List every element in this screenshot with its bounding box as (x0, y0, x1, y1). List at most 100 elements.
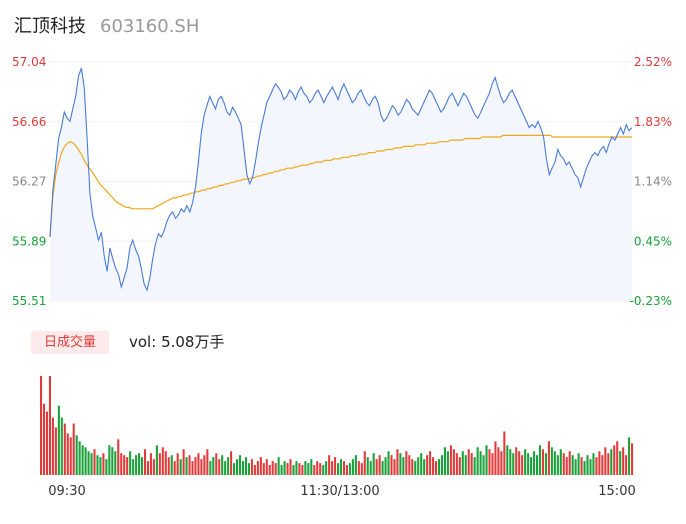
volume-bar (378, 455, 381, 475)
volume-bar (325, 461, 328, 475)
volume-bar (319, 463, 322, 475)
volume-bar (559, 449, 562, 475)
volume-bar (342, 461, 346, 475)
volume-bar (393, 459, 396, 475)
volume-bar (515, 447, 518, 475)
volume-bar (396, 449, 399, 475)
volume-bar (482, 455, 485, 475)
volume-bar (533, 451, 536, 475)
volume-bar (631, 443, 634, 475)
volume-bar (331, 461, 334, 475)
volume-bar (369, 461, 372, 475)
volume-bar (390, 455, 393, 475)
price-area-fill (50, 68, 632, 301)
volume-bar (66, 433, 69, 475)
volume-bar (360, 463, 363, 475)
volume-bar (322, 465, 325, 475)
volume-bar (616, 441, 619, 475)
volume-bar (69, 437, 72, 475)
volume-bar (114, 451, 117, 475)
volume-bar (170, 455, 173, 475)
price-line (49, 68, 633, 292)
percent-label: 0.45% (634, 234, 672, 248)
volume-bars (40, 376, 634, 475)
volume-bar (57, 405, 60, 475)
volume-bar (334, 457, 337, 475)
volume-bar (565, 457, 568, 475)
volume-bar (307, 463, 310, 475)
volume-bar (236, 459, 239, 475)
stock-name: 汇顶科技 (14, 16, 86, 37)
volume-bar (500, 451, 503, 475)
volume-bar (268, 465, 271, 475)
volume-bar (491, 453, 494, 475)
stock-header: 汇顶科技 603160.SH (14, 12, 199, 40)
percent-axis-labels: 2.52% 1.83% 1.14% 0.45% -0.23% (630, 55, 672, 308)
volume-bar (610, 449, 613, 475)
volume-bar (479, 451, 482, 475)
volume-bar (298, 463, 301, 475)
volume-bar (521, 455, 524, 475)
volume-bar (461, 451, 464, 475)
time-label: 09:30 (48, 484, 85, 499)
volume-bar (423, 459, 426, 475)
volume-bar (363, 451, 366, 475)
volume-bar (96, 455, 99, 475)
volume-bar (289, 459, 292, 475)
time-label: 11:30/13:00 (300, 484, 379, 499)
volume-bar (117, 439, 120, 475)
volume-bar (54, 427, 57, 475)
volume-bar (304, 461, 307, 475)
price-axis-labels: 57.04 56.66 56.27 55.89 55.51 (12, 55, 46, 308)
volume-bar (470, 453, 473, 475)
volume-bar (244, 457, 248, 475)
volume-bar (455, 453, 458, 475)
volume-bar (259, 457, 262, 475)
volume-bar (437, 459, 441, 475)
volume-bar (271, 461, 274, 475)
volume-bar (464, 455, 467, 475)
volume-bar (598, 451, 601, 475)
volume-bar (595, 457, 598, 475)
volume-bar (446, 451, 449, 475)
volume-bar (152, 459, 155, 475)
volume-bar (518, 451, 521, 475)
volume-bar (212, 457, 215, 475)
volume-bar (265, 459, 268, 475)
volume-bar (87, 451, 90, 475)
volume-bar (527, 453, 530, 475)
volume-tab[interactable]: 日成交量 (31, 331, 109, 354)
volume-bar (345, 465, 348, 475)
volume-bar (295, 461, 298, 475)
volume-bar (90, 453, 93, 475)
volume-bar (625, 455, 628, 475)
volume-bar (503, 431, 506, 475)
volume-bar (375, 459, 378, 475)
stock-code: 603160.SH (100, 16, 200, 37)
volume-bar (613, 445, 616, 475)
volume-bar (535, 455, 539, 475)
volume-bar (381, 461, 384, 475)
volume-bar (253, 465, 256, 475)
volume-bar (310, 459, 313, 475)
percent-label: -0.23% (630, 294, 672, 308)
volume-bar (384, 457, 387, 475)
volume-bar (372, 453, 375, 475)
volume-bar (607, 453, 610, 475)
volume-bar (440, 455, 444, 475)
volume-bar (458, 457, 461, 475)
volume-bar (580, 457, 583, 475)
percent-label: 2.52% (634, 55, 672, 69)
volume-bar (241, 461, 245, 475)
volume-bar (227, 457, 230, 475)
volume-bar (402, 457, 405, 475)
volume-bar (230, 451, 233, 475)
volume-bar (292, 465, 295, 475)
volume-bar (209, 461, 212, 475)
volume-bar (188, 455, 191, 475)
volume-bar (164, 451, 167, 475)
volume-bar (247, 463, 250, 475)
volume-bar (40, 376, 43, 475)
volume-bar (224, 461, 227, 475)
